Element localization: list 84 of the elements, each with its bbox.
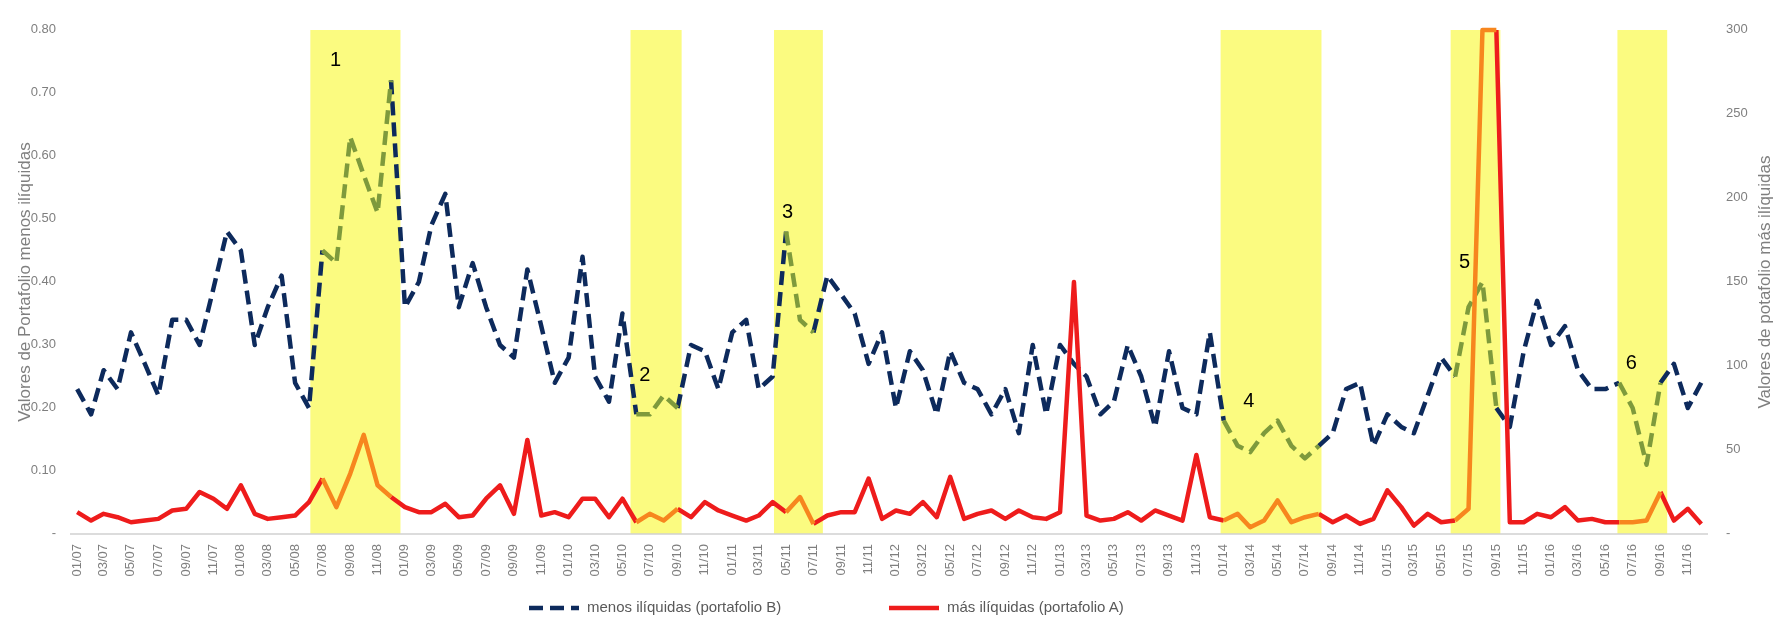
y-tick-label: 0.50 <box>30 210 56 226</box>
x-tick-label: 03/11 <box>750 544 766 576</box>
band-label: 1 <box>330 48 342 71</box>
y2-tick-label: 100 <box>1726 357 1748 373</box>
y-tick-label: 0.40 <box>30 273 56 289</box>
x-tick-label: 09/07 <box>177 544 193 577</box>
x-tick-label: 09/15 <box>1487 544 1503 577</box>
y-tick-label: 0.30 <box>30 336 56 352</box>
x-tick-label: 05/16 <box>1596 544 1612 577</box>
band-label: 6 <box>1625 350 1637 373</box>
x-tick-label: 03/13 <box>1077 544 1093 577</box>
x-tick-label: 01/07 <box>68 544 84 577</box>
x-tick-label: 09/10 <box>669 544 685 577</box>
x-tick-label: 07/11 <box>804 544 820 576</box>
legend-label: más ilíquidas (portafolio A) <box>947 597 1124 615</box>
x-tick-label: 11/15 <box>1515 544 1531 576</box>
band-label: 3 <box>782 199 794 222</box>
x-tick-label: 01/10 <box>560 544 576 577</box>
x-tick-label: 05/11 <box>777 544 793 576</box>
x-tick-label: 07/15 <box>1459 544 1475 577</box>
x-tick-label: 09/13 <box>1160 544 1176 577</box>
x-tick-label: 11/12 <box>1024 544 1040 576</box>
legend-label: menos ilíquidas (portafolio B) <box>587 597 782 615</box>
y-tick-label: 0.80 <box>30 21 56 37</box>
x-tick-label: 11/08 <box>369 544 385 576</box>
x-tick-label: 07/14 <box>1296 544 1312 577</box>
x-tick-label: 09/16 <box>1651 544 1667 577</box>
x-tick-label: 11/14 <box>1351 544 1367 576</box>
y-tick-label: 0.10 <box>30 462 56 478</box>
y2-tick-label: 50 <box>1726 441 1741 457</box>
x-tick-label: 05/08 <box>286 544 302 577</box>
y-tick-label: 0.60 <box>30 147 56 163</box>
y2-tick-label: - <box>1726 525 1731 541</box>
x-tick-label: 03/14 <box>1241 544 1257 577</box>
x-tick-label: 01/09 <box>396 544 412 577</box>
x-tick-label: 03/12 <box>914 544 930 577</box>
y-tick-label: - <box>51 525 56 541</box>
x-tick-label: 05/15 <box>1432 544 1448 577</box>
band-label: 2 <box>639 363 651 386</box>
x-tick-label: 05/14 <box>1268 544 1284 577</box>
x-tick-label: 01/15 <box>1378 544 1394 577</box>
x-tick-label: 01/14 <box>1215 544 1231 577</box>
y2-tick-label: 200 <box>1726 189 1748 205</box>
x-tick-label: 07/16 <box>1624 544 1640 577</box>
y2-tick-label: 150 <box>1726 273 1748 289</box>
x-tick-label: 11/13 <box>1187 544 1203 576</box>
x-tick-label: 01/13 <box>1051 544 1067 577</box>
x-tick-label: 07/08 <box>313 544 329 577</box>
x-tick-label: 11/11 <box>860 544 876 575</box>
x-tick-label: 07/12 <box>969 544 984 577</box>
x-tick-label: 03/15 <box>1405 544 1421 577</box>
x-tick-label: 03/07 <box>95 544 111 577</box>
x-tick-label: 09/11 <box>832 544 848 576</box>
x-tick-label: 03/10 <box>586 544 602 577</box>
x-tick-label: 09/14 <box>1324 544 1340 577</box>
x-tick-label: 01/08 <box>232 544 248 577</box>
x-tick-label: 07/13 <box>1132 544 1148 577</box>
x-tick-label: 07/09 <box>477 544 493 577</box>
band-label: 4 <box>1243 388 1255 411</box>
x-tick-label: 01/11 <box>723 544 739 576</box>
y-tick-label: 0.70 <box>30 84 56 100</box>
x-tick-label: 07/07 <box>149 544 165 577</box>
x-tick-label: 05/10 <box>613 544 629 577</box>
band-label: 5 <box>1458 250 1471 272</box>
x-tick-label: 11/16 <box>1679 544 1695 576</box>
x-tick-label: 01/12 <box>887 544 903 577</box>
x-tick-label: 01/16 <box>1542 544 1558 577</box>
y2-axis-title: Valores de potafolio más ilíquidas <box>1755 155 1774 409</box>
x-tick-label: 03/09 <box>422 544 438 577</box>
x-tick-label: 03/08 <box>259 544 275 577</box>
x-tick-label: 09/08 <box>341 544 357 577</box>
x-tick-label: 11/07 <box>204 544 220 576</box>
y2-tick-label: 250 <box>1726 105 1748 121</box>
x-tick-label: 11/09 <box>532 544 548 576</box>
x-tick-label: 05/09 <box>450 544 466 577</box>
x-tick-label: 07/10 <box>641 544 657 577</box>
x-tick-label: 03/16 <box>1569 544 1585 577</box>
x-tick-label: 05/13 <box>1105 544 1121 577</box>
y2-tick-label: 300 <box>1726 21 1748 37</box>
x-tick-label: 09/12 <box>996 544 1012 577</box>
x-tick-label: 11/10 <box>696 544 712 576</box>
x-tick-label: 05/12 <box>941 544 957 577</box>
x-tick-label: 09/09 <box>505 544 521 577</box>
x-tick-label: 05/07 <box>122 544 138 577</box>
